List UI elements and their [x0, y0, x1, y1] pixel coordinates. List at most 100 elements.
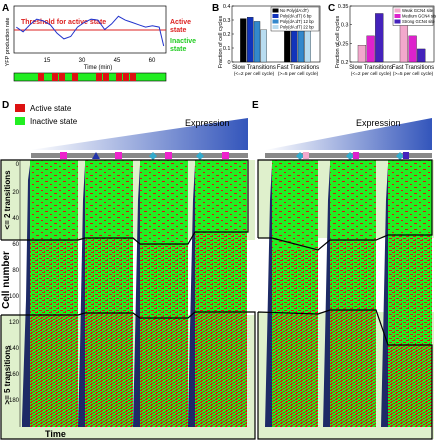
inactive-state-label: Inactive	[170, 38, 196, 45]
category-label: (>=5 per cell cycle)	[278, 71, 319, 77]
y-tick-180: 180	[9, 398, 20, 404]
legend-swatch	[394, 14, 401, 18]
panel-d-letter: D	[2, 100, 9, 111]
category-label: Fast Transitions	[277, 65, 319, 71]
panel-c-ylabel: Fraction of cell cycles	[335, 15, 341, 68]
active-state-label: Active	[170, 19, 191, 26]
y-tick-label: 0.1	[223, 46, 231, 52]
legend-swatch	[394, 8, 401, 13]
category-label: Fast Transitions	[392, 65, 434, 71]
panel-d-ylabel: Cell number	[1, 251, 12, 309]
category-label: (<=2 per cell cycle)	[234, 71, 275, 77]
bar-0-0	[357, 45, 367, 63]
inactive-state-label-2: state	[170, 46, 186, 53]
panel-e-letter: E	[252, 100, 259, 111]
category-label: Slow Transitions	[232, 65, 276, 71]
y-tick-160: 160	[9, 372, 20, 378]
expression-label-d: Expression	[185, 118, 230, 128]
expression-wedge-e	[265, 118, 432, 150]
legend-swatch	[272, 8, 279, 13]
y-tick-label: 0.2	[341, 60, 349, 66]
panel-a-xlabel: Time (min)	[84, 65, 112, 71]
y-tick-60: 60	[12, 242, 19, 248]
legend-box	[270, 6, 320, 32]
bar-1-1	[291, 26, 298, 63]
category-label: (>=5 per cell cycle)	[393, 71, 434, 77]
y-tick-100: 100	[9, 294, 20, 300]
panel-b-chart: 0 0.1 0.2 0.3 0.4 Slow Transitions(<=2 per ce…	[223, 4, 321, 77]
legend-swatch	[272, 14, 279, 18]
expression-label-e: Expression	[356, 118, 401, 128]
axes-frame	[349, 5, 435, 63]
legend-label: Poly(dA:dT) 22 bp	[280, 25, 314, 30]
x-tick-45: 45	[114, 58, 121, 64]
y-tick-label: 0.2	[223, 32, 231, 38]
group-boundary-bottom-d	[0, 311, 256, 440]
bar-2-0	[375, 13, 384, 63]
panel-a-ylabel: YFP production rate	[5, 18, 11, 67]
legend-label: Poly(dA:dT) 12 bp	[280, 19, 314, 24]
panel-b-ylabel: Fraction of cell cycles	[218, 15, 224, 68]
x-tick-30: 30	[79, 58, 86, 64]
panel-c-chart: 0.2 0.25 0.3 0.35 Slow Transitions(<=2 per c…	[338, 4, 436, 77]
legend-box	[392, 6, 434, 26]
legend-label: Strong GCN4 site	[402, 19, 435, 24]
y-tick-40: 40	[12, 216, 19, 222]
category-label: Slow Transitions	[349, 65, 393, 71]
bar-1-0	[366, 35, 375, 63]
expression-wedge-d	[30, 118, 248, 150]
y-tick-20: 20	[12, 190, 19, 196]
raster-columns-e	[272, 160, 432, 427]
bar-2-1	[417, 48, 426, 63]
bar-0-0	[240, 18, 247, 63]
bar-2-0	[253, 21, 261, 63]
y-tick-0: 0	[16, 162, 20, 168]
legend-label: Poly(dA:dT) 6 bp	[280, 14, 312, 19]
expression-bars-d	[22, 165, 195, 427]
legend-swatch	[394, 19, 401, 24]
active-state-label-2: state	[170, 27, 186, 34]
promoter-schematics-d	[31, 152, 248, 160]
group-top-label: <= 2 transitions	[3, 170, 12, 230]
y-axis-d: 0 20 40 60 80 100 120 140 160 180	[9, 160, 21, 427]
legend-swatch	[272, 19, 279, 24]
group-bottom-label: >= 5 transitions	[3, 345, 12, 405]
x-tick-60: 60	[149, 58, 156, 64]
y-tick-120: 120	[9, 320, 20, 326]
legend-inactive-swatch	[15, 117, 25, 125]
bar-1-0	[247, 17, 254, 63]
panel-c-letter: C	[328, 3, 335, 14]
bar-0-1	[399, 24, 409, 63]
state-strip	[13, 72, 167, 82]
y-tick-label: 0.25	[338, 41, 349, 47]
promoter-schematics-e	[265, 152, 432, 160]
y-tick-label: 0	[227, 60, 230, 66]
panel-b-letter: B	[212, 3, 219, 14]
legend-swatch	[272, 25, 279, 29]
panel-d-xlabel: Time	[45, 429, 66, 439]
legend-active-label: Active state	[30, 104, 72, 113]
y-tick-80: 80	[12, 268, 19, 274]
threshold-label: Threshold for active state	[21, 19, 106, 26]
group-boundary-top-e	[257, 159, 433, 251]
group-boundary-bottom-e	[257, 309, 433, 440]
expression-bars-e	[265, 165, 388, 427]
legend-inactive-label: Inactive state	[30, 117, 78, 126]
raster-columns-d	[30, 160, 247, 427]
category-label: (<=2 per cell cycle)	[351, 71, 392, 77]
bar-0-1	[284, 26, 291, 63]
group-boundary-top-d	[0, 159, 249, 245]
y-tick-label: 0.35	[338, 4, 349, 10]
yfp-trace-line	[16, 15, 165, 47]
legend-label: Weak GCN4 site	[402, 8, 434, 13]
bar-1-1	[408, 35, 417, 63]
y-tick-label: 0.3	[341, 23, 349, 29]
legend-label: Medium GCN4 site	[402, 14, 436, 19]
legend-label: No Poly(dA:dT)	[280, 8, 309, 13]
y-tick-140: 140	[9, 346, 20, 352]
x-tick-15: 15	[44, 58, 51, 64]
panel-a-letter: A	[2, 3, 9, 14]
bar-3-0	[260, 29, 267, 63]
legend-active-swatch	[15, 104, 25, 112]
